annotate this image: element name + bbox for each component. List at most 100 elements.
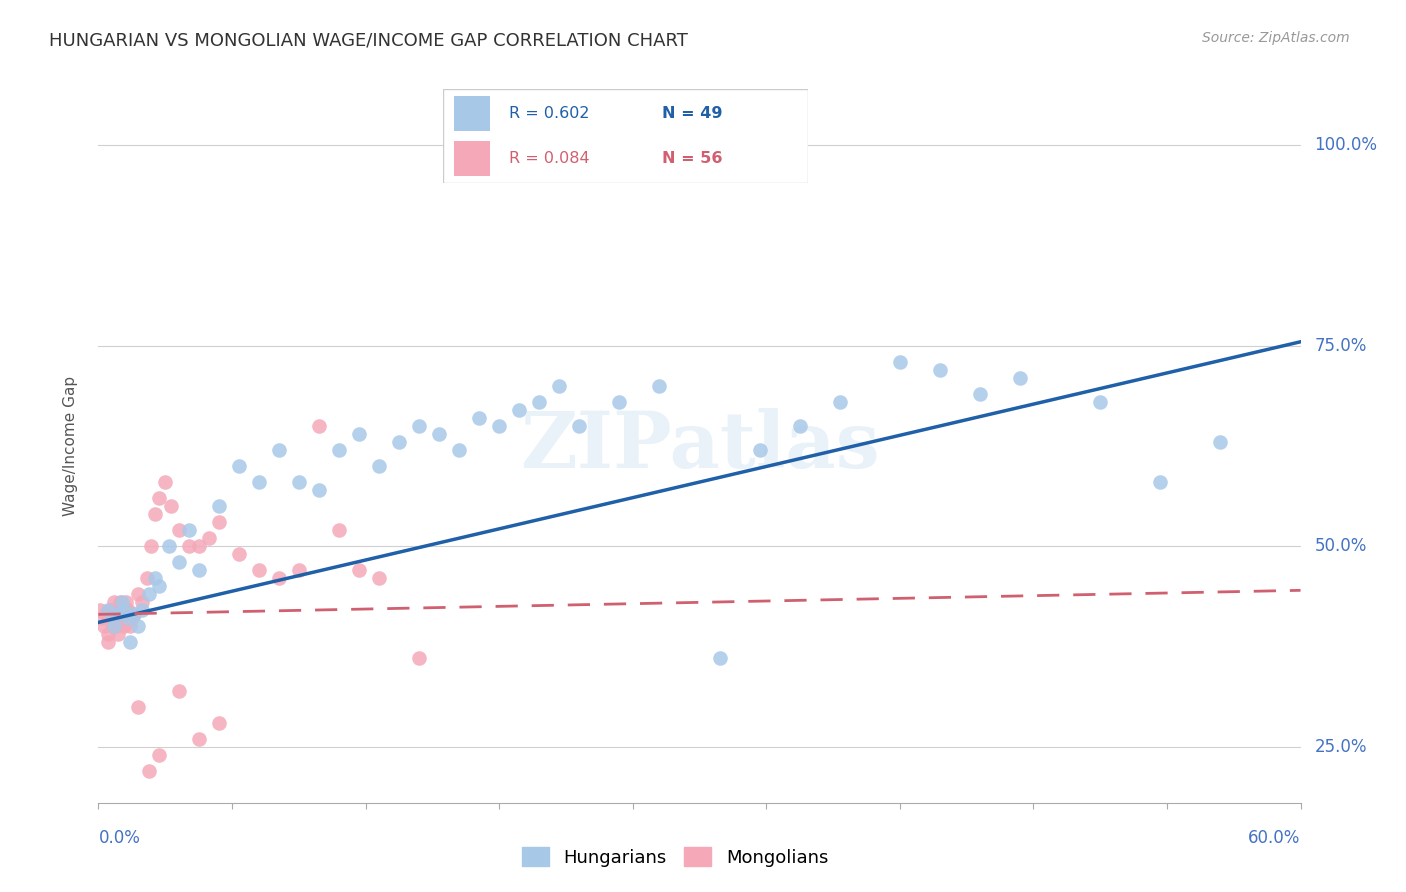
Point [114,607,136,622]
Text: 25.0%: 25.0% [1315,738,1367,756]
Point [208,515,231,529]
FancyBboxPatch shape [454,141,491,177]
Point [568,419,591,434]
Text: 100.0%: 100.0% [1315,136,1378,154]
Point [128,587,150,601]
Point [103,595,125,609]
Point [91,611,114,625]
Point [148,491,170,505]
Point [488,419,510,434]
Point [120,619,142,633]
Point [247,563,270,577]
Point [368,458,391,473]
Point [187,539,209,553]
Point [468,411,491,425]
Point [328,442,350,457]
Text: N = 56: N = 56 [662,151,723,166]
Point [167,683,190,698]
Point [138,764,160,778]
Point [288,563,311,577]
Point [148,747,170,762]
Point [208,499,231,513]
Point [107,627,129,641]
Text: 0.0%: 0.0% [98,829,141,847]
Point [101,619,124,633]
Point [114,619,136,633]
Point [609,395,631,409]
Point [117,611,139,625]
Point [100,603,122,617]
FancyBboxPatch shape [443,89,808,183]
Point [709,651,731,665]
Text: R = 0.084: R = 0.084 [509,151,589,166]
Point [288,475,311,489]
FancyBboxPatch shape [454,95,491,131]
Text: ZIPatlas: ZIPatlas [520,408,879,484]
Point [187,563,209,577]
Point [124,607,146,622]
Point [427,427,450,442]
Point [529,395,551,409]
Point [328,523,350,537]
Point [101,607,124,622]
Point [121,611,143,625]
Point [889,355,911,369]
Point [110,611,132,625]
Point [111,607,134,622]
Text: N = 49: N = 49 [662,106,723,121]
Point [97,627,120,641]
Text: R = 0.602: R = 0.602 [509,106,589,121]
Point [1088,395,1111,409]
Point [308,419,330,434]
Point [408,419,430,434]
Point [197,531,219,545]
Point [97,603,120,617]
Point [97,635,120,649]
Point [789,419,811,434]
Point [103,611,125,625]
Text: 60.0%: 60.0% [1249,829,1301,847]
Point [388,435,411,450]
Point [114,603,136,617]
Point [148,579,170,593]
Point [748,442,770,457]
Point [648,379,671,393]
Point [1149,475,1171,489]
Point [117,603,139,617]
Point [124,607,146,622]
Point [177,523,200,537]
Point [153,475,176,489]
Point [135,571,157,585]
Point [111,595,134,609]
Text: 75.0%: 75.0% [1315,337,1367,355]
Point [143,507,166,521]
Point [347,427,370,442]
Point [93,619,115,633]
Point [208,715,231,730]
Point [1010,371,1032,385]
Point [228,458,250,473]
Point [128,699,150,714]
Point [267,442,290,457]
Point [107,603,129,617]
Point [100,607,122,622]
Point [105,607,128,622]
Point [177,539,200,553]
Point [167,523,190,537]
Point [128,619,150,633]
Point [89,603,111,617]
Point [117,607,139,622]
Point [929,363,952,377]
Point [167,555,190,569]
Point [131,595,153,609]
Point [131,603,153,617]
Point [447,442,470,457]
Point [120,635,142,649]
Point [143,571,166,585]
Y-axis label: Wage/Income Gap: Wage/Income Gap [63,376,77,516]
Text: HUNGARIAN VS MONGOLIAN WAGE/INCOME GAP CORRELATION CHART: HUNGARIAN VS MONGOLIAN WAGE/INCOME GAP C… [49,31,688,49]
Point [548,379,571,393]
Point [139,539,162,553]
Point [157,539,180,553]
Legend: Hungarians, Mongolians: Hungarians, Mongolians [515,840,835,874]
